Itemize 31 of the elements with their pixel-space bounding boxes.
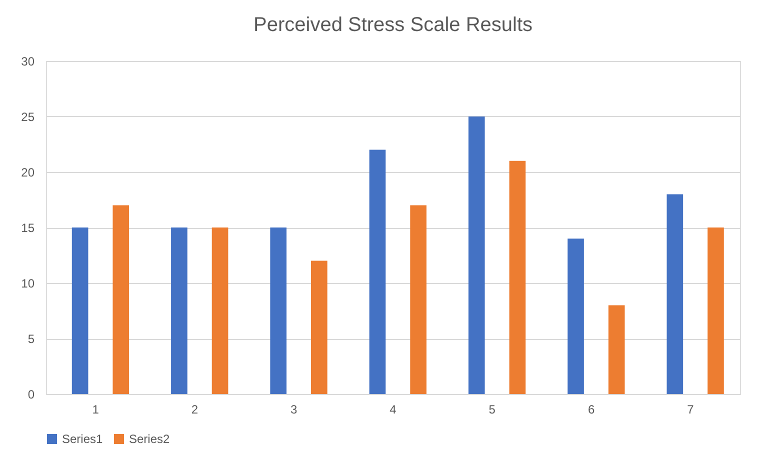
y-tick-label: 25 [21,110,35,124]
y-tick-label: 0 [28,388,35,402]
bar [311,260,328,394]
chart-title: Perceived Stress Scale Results [253,14,533,36]
bar [369,150,386,394]
x-tick-label: 4 [390,402,397,416]
y-tick-label: 15 [21,221,35,235]
bar [171,228,188,394]
x-tick-label: 2 [191,402,198,416]
x-tick-label: 1 [92,402,100,416]
bar [410,205,426,394]
y-tick-label: 5 [28,332,35,346]
x-tick-label: 6 [588,402,595,416]
bar [72,228,88,394]
bar [608,305,625,394]
y-tick-label: 30 [21,54,35,68]
legend-label: Series2 [129,432,170,446]
x-tick-label: 7 [687,402,694,416]
bar [468,116,485,394]
bar [509,160,526,394]
bar [666,194,684,394]
y-tick-label: 20 [21,166,35,180]
bar [708,228,724,394]
x-tick-label: 5 [488,402,496,416]
x-tick-label: 3 [290,402,298,416]
bar [212,228,228,394]
bar [568,238,584,394]
legend-label: Series1 [62,432,104,446]
y-tick-label: 10 [21,276,35,290]
bar [270,228,287,394]
bar [112,205,130,394]
